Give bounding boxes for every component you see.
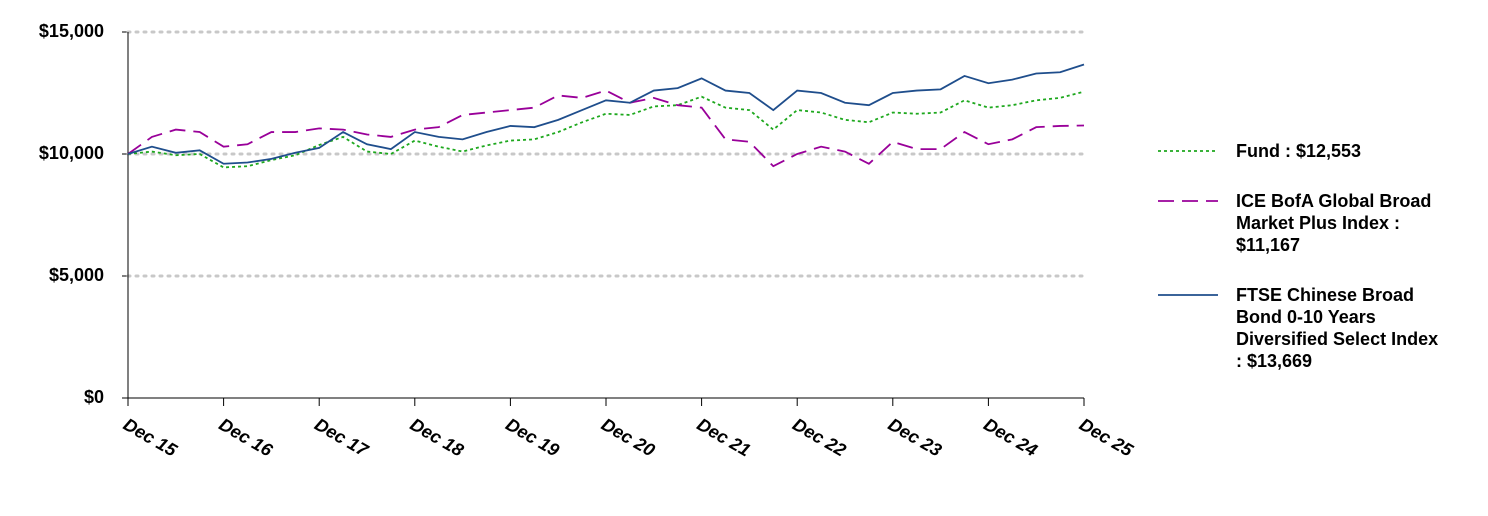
x-tick-label: Dec 18 xyxy=(407,414,467,460)
legend-swatch xyxy=(1158,150,1218,152)
x-tick-label: Dec 22 xyxy=(789,414,849,460)
chart: $0 $5,000 $10,000 $15,000 Dec 15 Dec 16 Dec 17… xyxy=(39,21,1137,461)
series-line xyxy=(127,90,1085,169)
series-line xyxy=(127,63,1085,165)
legend-label: Fund : $12,553 xyxy=(1236,141,1362,161)
legend-item: FTSE Chinese Broad Bond 0-10 Years Diver… xyxy=(1158,284,1446,372)
series-line xyxy=(127,89,1085,168)
y-tick-label: $15,000 xyxy=(39,21,104,41)
y-tick-label: $5,000 xyxy=(49,265,104,285)
x-tick-label: Dec 21 xyxy=(694,414,754,460)
x-tick-label: Dec 25 xyxy=(1076,414,1137,461)
legend-label: ICE BofA Global Broad Market Plus Index … xyxy=(1236,191,1432,255)
x-tick-label: Dec 17 xyxy=(311,414,372,461)
x-tick-label: Dec 20 xyxy=(598,414,658,460)
x-tick-label: Dec 16 xyxy=(216,414,277,461)
y-tick-label: $10,000 xyxy=(39,143,104,163)
x-tick-label: Dec 24 xyxy=(980,414,1040,460)
legend-swatch xyxy=(1158,294,1218,296)
x-tick-label: Dec 15 xyxy=(120,414,181,461)
legend-label: FTSE Chinese Broad Bond 0-10 Years Diver… xyxy=(1236,285,1439,371)
legend-swatch xyxy=(1158,200,1218,202)
x-tick-label: Dec 23 xyxy=(885,414,945,460)
legend-item: ICE BofA Global Broad Market Plus Index … xyxy=(1158,190,1446,256)
legend: Fund : $12,553 ICE BofA Global Broad Mark… xyxy=(1158,140,1446,400)
y-tick-label: $0 xyxy=(84,387,104,407)
x-tick-label: Dec 19 xyxy=(502,414,562,460)
legend-item: Fund : $12,553 xyxy=(1158,140,1446,162)
